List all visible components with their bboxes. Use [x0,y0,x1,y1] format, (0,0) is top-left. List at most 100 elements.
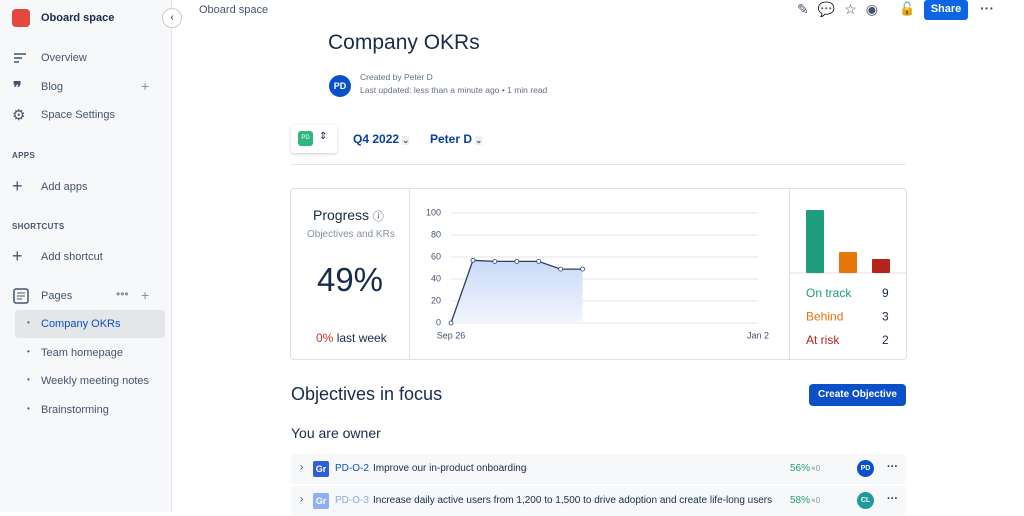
objective-name: Improve our in-product onboarding [373,463,527,474]
chevron: › [300,462,304,473]
create-objective-button[interactable]: Create Objective [809,384,906,406]
point [514,259,520,264]
point [492,259,498,264]
nav-item[interactable]: Add apps [41,181,88,193]
workspace-badge: PD [298,131,313,146]
y-tick-label: 0 [436,317,441,327]
legend-label: At risk [806,333,840,347]
legend-count: 9 [882,286,889,300]
page-link[interactable]: Brainstorming [41,403,109,416]
bullet: • [27,346,30,356]
objective-id: PD-O-3 [335,495,369,506]
last-updated: Last updated: less than a minute ago • 1… [360,85,548,95]
progress-subtitle: Objectives and KRs [307,229,395,240]
y-tick-label: 80 [431,229,441,239]
page-link[interactable]: Weekly meeting notes [41,375,150,387]
sidebar: Oboard space ‹ Overview ❞ Blog + ⚙ Space… [0,0,182,512]
objective-change: ×0 [811,496,821,505]
selected-bg [15,310,165,338]
chevron: › [300,494,304,505]
bar [872,259,890,273]
point [448,320,454,326]
point [536,259,542,264]
point [558,266,564,272]
section-heading: SHORTCUTS [12,222,65,231]
bullet: • [27,318,30,327]
divider [789,189,790,359]
nav-item[interactable]: Add shortcut [41,251,103,263]
add-icon[interactable]: + [141,287,150,303]
legend-count: 2 [882,333,889,347]
divider [409,189,410,359]
collapse-button[interactable]: ‹ [162,8,182,28]
bullet: • [27,375,30,384]
progress-value: 49% [316,261,384,298]
legend-count: 3 [882,310,889,324]
owner: Peter D [430,132,473,146]
more: ··· [887,493,898,505]
objective-row[interactable]: › Gr PD-O-3 Increase daily active users fro… [291,486,906,516]
nav-item[interactable]: Overview [41,52,87,64]
period: Q4 2022 [353,132,400,146]
add-icon: + [12,176,23,196]
owner-avatar: PD [857,460,874,477]
read-time: 1 min read [507,85,548,95]
group-title: You are owner [291,425,381,441]
legend-label: Behind [806,310,843,324]
x-tick-label: Jan 2 [747,330,769,340]
nav-item[interactable]: Space Settings [41,109,115,121]
x-tick-label: Sep 26 [437,330,466,340]
pages-icon [13,288,29,304]
point [470,257,476,263]
last-updated-text: Last updated: less than a minute ago [360,85,500,95]
add-icon[interactable]: + [141,78,150,94]
bar [839,252,857,273]
workspace-select[interactable]: PD ⇕ [291,125,337,153]
type-badge: Gr [313,493,329,509]
objective-row[interactable]: › Gr PD-O-2 Improve our in-product onboardi… [291,454,906,484]
owner-avatar: CL [857,492,874,509]
page-link[interactable]: Team homepage [41,346,123,359]
area [451,260,583,323]
share-button[interactable]: Share [924,0,968,20]
y-tick-label: 100 [426,207,441,217]
progress-chart: 0 20 40 60 80 100 Sep 26 Jan 2 [426,207,769,340]
avatar: PD [329,75,351,97]
overview-icon [14,53,26,63]
page-link[interactable]: Company OKRs [41,318,121,330]
nav-item[interactable]: Blog [41,81,64,93]
add-icon: + [12,246,23,266]
progress-panel [290,188,907,360]
change-suffix: last week [336,331,387,345]
progress-title: Progress ⓘ [313,207,384,223]
y-tick-label: 20 [431,295,441,305]
divider [291,164,906,165]
more: ··· [887,461,898,473]
section-title: Objectives in focus [291,384,443,404]
breadcrumb[interactable]: Oboard space [199,4,269,16]
toolbar-icons[interactable]: ✎💬☆◉ [797,1,887,17]
more-icon[interactable]: ••• [116,287,129,301]
point [580,266,585,272]
restrictions-icon[interactable]: 🔓 [899,1,916,16]
objective-id: PD-O-2 [335,463,369,474]
objective-progress: 58% [790,495,811,506]
section-heading: APPS [12,151,35,160]
objective-progress: 56% [790,463,811,474]
bar [806,210,824,273]
more-icon[interactable]: ··· [980,0,994,16]
legend-label: On track [806,286,852,300]
page-title: Company OKRs [328,31,480,54]
progress-title-text: Progress [313,207,370,223]
objective-change: ×0 [811,464,821,473]
period-filter[interactable]: Q4 2022 ⌄ [353,132,410,146]
y-tick-label: 60 [431,251,441,261]
space-logo [12,9,30,27]
created-by: Created by Peter D [360,72,433,82]
objective-name: Increase daily active users from 1,200 t… [373,495,773,506]
nav-item[interactable]: Pages [41,290,73,302]
space-name: Oboard space [41,12,115,24]
status-chart: On track 9 Behind 3 At risk 2 [790,210,906,347]
owner-filter[interactable]: Peter D ⌄ [430,132,483,146]
